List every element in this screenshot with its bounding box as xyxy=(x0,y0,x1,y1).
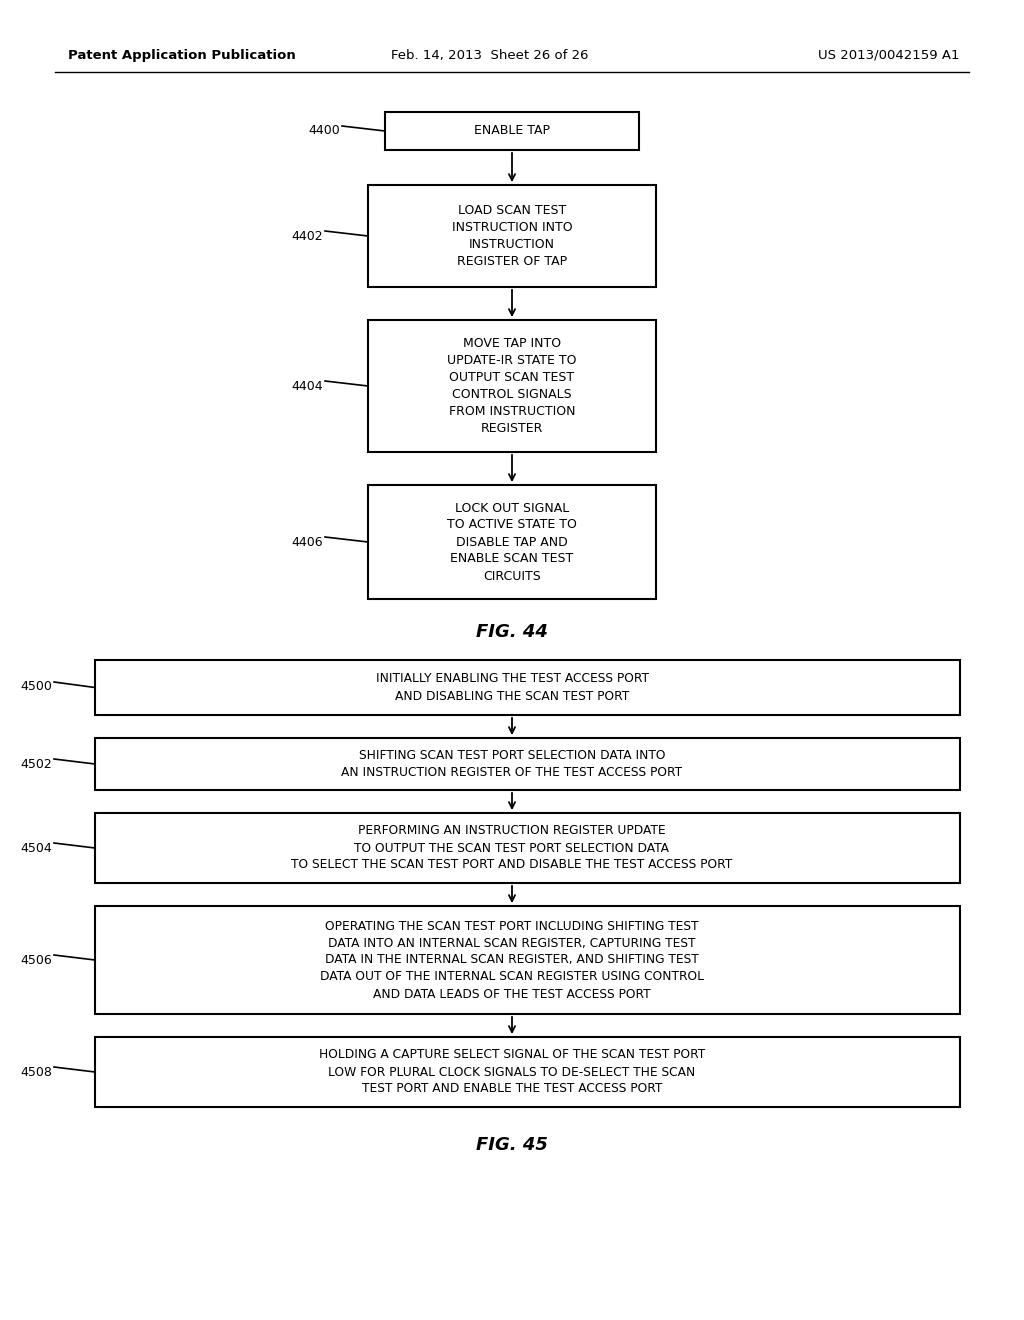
Bar xyxy=(95,660,961,715)
Bar xyxy=(368,484,656,599)
Text: LOAD SCAN TEST
INSTRUCTION INTO
INSTRUCTION
REGISTER OF TAP: LOAD SCAN TEST INSTRUCTION INTO INSTRUCT… xyxy=(452,205,572,268)
Text: SHIFTING SCAN TEST PORT SELECTION DATA INTO
AN INSTRUCTION REGISTER OF THE TEST : SHIFTING SCAN TEST PORT SELECTION DATA I… xyxy=(341,748,683,779)
Bar xyxy=(95,906,961,1014)
Text: US 2013/0042159 A1: US 2013/0042159 A1 xyxy=(818,49,961,62)
Text: 4506: 4506 xyxy=(20,953,52,966)
Text: 4404: 4404 xyxy=(292,380,323,392)
Text: 4504: 4504 xyxy=(20,842,52,854)
Bar xyxy=(95,738,961,789)
Text: 4400: 4400 xyxy=(308,124,340,137)
Text: 4500: 4500 xyxy=(20,681,52,693)
Text: MOVE TAP INTO
UPDATE-IR STATE TO
OUTPUT SCAN TEST
CONTROL SIGNALS
FROM INSTRUCTI: MOVE TAP INTO UPDATE-IR STATE TO OUTPUT … xyxy=(447,337,577,436)
Bar xyxy=(368,319,656,451)
Text: 4406: 4406 xyxy=(292,536,323,549)
Text: PERFORMING AN INSTRUCTION REGISTER UPDATE
TO OUTPUT THE SCAN TEST PORT SELECTION: PERFORMING AN INSTRUCTION REGISTER UPDAT… xyxy=(292,825,732,871)
Text: 4402: 4402 xyxy=(292,230,323,243)
Text: FIG. 44: FIG. 44 xyxy=(476,623,548,642)
Text: LOCK OUT SIGNAL
TO ACTIVE STATE TO
DISABLE TAP AND
ENABLE SCAN TEST
CIRCUITS: LOCK OUT SIGNAL TO ACTIVE STATE TO DISAB… xyxy=(447,502,577,582)
Text: Feb. 14, 2013  Sheet 26 of 26: Feb. 14, 2013 Sheet 26 of 26 xyxy=(391,49,589,62)
Text: 4502: 4502 xyxy=(20,758,52,771)
Bar xyxy=(368,185,656,286)
Text: Patent Application Publication: Patent Application Publication xyxy=(68,49,296,62)
Text: HOLDING A CAPTURE SELECT SIGNAL OF THE SCAN TEST PORT
LOW FOR PLURAL CLOCK SIGNA: HOLDING A CAPTURE SELECT SIGNAL OF THE S… xyxy=(318,1048,706,1096)
Text: INITIALLY ENABLING THE TEST ACCESS PORT
AND DISABLING THE SCAN TEST PORT: INITIALLY ENABLING THE TEST ACCESS PORT … xyxy=(376,672,648,702)
Text: 4508: 4508 xyxy=(20,1065,52,1078)
Text: FIG. 45: FIG. 45 xyxy=(476,1137,548,1154)
Bar xyxy=(95,813,961,883)
Text: ENABLE TAP: ENABLE TAP xyxy=(474,124,550,137)
Text: OPERATING THE SCAN TEST PORT INCLUDING SHIFTING TEST
DATA INTO AN INTERNAL SCAN : OPERATING THE SCAN TEST PORT INCLUDING S… xyxy=(319,920,705,1001)
Bar xyxy=(385,112,639,150)
Bar xyxy=(95,1038,961,1107)
